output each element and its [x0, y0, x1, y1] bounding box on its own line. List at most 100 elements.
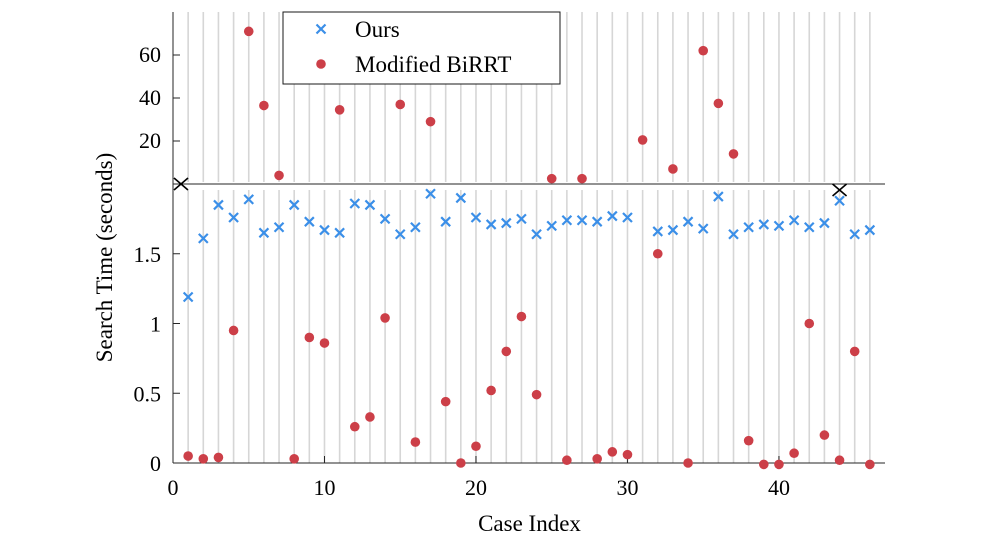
- birrt-point: [713, 98, 724, 109]
- birrt-point: [440, 396, 451, 407]
- birrt-point: [289, 454, 299, 464]
- birrt-point: [607, 447, 618, 457]
- ours-point: [697, 223, 709, 234]
- ours-point: [485, 219, 497, 230]
- ours-point: [273, 221, 285, 233]
- ours-point: [500, 217, 512, 229]
- ours-point: [758, 219, 770, 230]
- birrt-point: [562, 455, 572, 466]
- birrt-point: [819, 430, 830, 440]
- birrt-point: [804, 318, 815, 329]
- birrt-point: [546, 173, 557, 184]
- y-axis-label: Search Time (seconds): [92, 153, 117, 363]
- ours-point: [410, 221, 421, 233]
- ours-point: [394, 228, 406, 240]
- ours-point: [728, 228, 739, 240]
- ours-point: [455, 192, 467, 204]
- ours-point: [213, 199, 224, 211]
- birrt-point: [668, 164, 678, 174]
- y-tick-label: 1.5: [134, 242, 162, 267]
- birrt-point: [531, 389, 542, 400]
- axis-break-marker: [173, 177, 189, 191]
- birrt-point: [577, 173, 587, 184]
- birrt-point: [380, 313, 390, 323]
- y-tick-label: 0.5: [134, 381, 162, 406]
- birrt-point: [865, 459, 875, 470]
- ours-point: [182, 291, 194, 303]
- birrt-point: [652, 248, 663, 259]
- legend-box: [282, 11, 561, 85]
- ours-point: [713, 191, 724, 202]
- ours-point: [304, 216, 315, 227]
- x-tick-label: 10: [313, 475, 335, 500]
- ours-point: [576, 214, 588, 226]
- y-tick-label: 20: [139, 128, 161, 153]
- ours-point: [546, 220, 558, 232]
- ours-point: [682, 216, 694, 227]
- birrt-point: [243, 26, 254, 37]
- birrt-point: [471, 441, 481, 452]
- birrt-point: [213, 452, 224, 463]
- birrt-point: [228, 325, 239, 336]
- birrt-point: [183, 451, 193, 461]
- birrt-point: [395, 99, 406, 110]
- birrt-point: [774, 459, 784, 470]
- ours-point: [849, 228, 860, 240]
- ours-point: [819, 217, 830, 229]
- ours-point: [607, 210, 618, 222]
- ours-point: [652, 226, 664, 237]
- x-tick-label: 30: [616, 475, 638, 500]
- birrt-point: [743, 435, 754, 446]
- birrt-point: [365, 412, 375, 422]
- birrt-point: [849, 346, 860, 357]
- legend-marker-birrt: [316, 59, 326, 69]
- x-tick-label: 20: [465, 475, 487, 500]
- ours-point: [591, 216, 603, 227]
- ours-point: [470, 212, 482, 223]
- y-tick-label: 60: [139, 42, 161, 67]
- x-tick-label: 0: [168, 475, 179, 500]
- ours-point: [743, 221, 754, 233]
- ours-point: [864, 224, 876, 236]
- birrt-point: [759, 459, 769, 470]
- birrt-point: [334, 105, 345, 115]
- birrt-point: [834, 455, 845, 466]
- birrt-point: [622, 449, 633, 460]
- birrt-point: [319, 338, 330, 348]
- ours-point: [622, 212, 633, 223]
- y-tick-label: 40: [139, 85, 161, 110]
- ours-point: [364, 199, 376, 211]
- birrt-point: [425, 116, 436, 127]
- birrt-point: [198, 454, 209, 464]
- ours-point: [531, 228, 542, 240]
- ours-point: [349, 198, 361, 209]
- ours-point: [425, 188, 436, 200]
- legend-marker-ours: [315, 23, 327, 35]
- ours-point: [803, 221, 815, 233]
- ours-point: [379, 213, 391, 225]
- ours-point: [319, 224, 330, 236]
- axis-break-marker: [832, 183, 848, 197]
- birrt-point: [349, 421, 360, 432]
- ours-point: [773, 220, 785, 232]
- ours-point: [788, 214, 800, 226]
- legend-label-birrt: Modified BiRRT: [355, 52, 511, 77]
- birrt-point: [789, 448, 799, 459]
- birrt-point: [304, 332, 315, 343]
- ours-point: [834, 195, 845, 207]
- ours-point: [228, 212, 239, 223]
- birrt-point: [637, 135, 648, 145]
- x-tick-label: 40: [768, 475, 790, 500]
- birrt-point: [698, 45, 709, 56]
- ours-point: [561, 214, 573, 226]
- axis-labels: 20 40 60 0 0.5 1 1.5 0 10 20 30 40 Case Index Search …: [92, 42, 790, 536]
- legend-label-ours: Ours: [355, 17, 400, 42]
- ours-point: [334, 227, 345, 239]
- ours-point: [440, 216, 451, 227]
- ours-point: [667, 224, 679, 236]
- y-tick-label: 1: [150, 312, 161, 337]
- ours-point: [198, 233, 209, 244]
- birrt-point: [486, 385, 496, 396]
- birrt-point: [592, 454, 602, 464]
